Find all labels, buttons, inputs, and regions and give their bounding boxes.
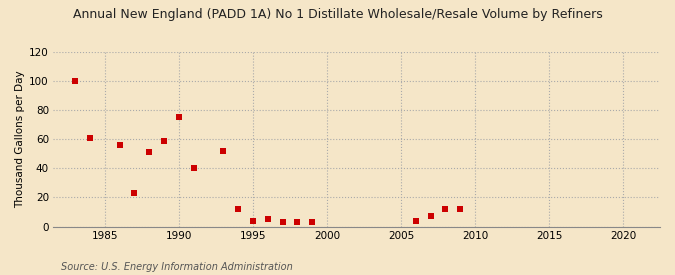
Y-axis label: Thousand Gallons per Day: Thousand Gallons per Day — [15, 70, 25, 208]
Text: Source: U.S. Energy Information Administration: Source: U.S. Energy Information Administ… — [61, 262, 292, 272]
Text: Annual New England (PADD 1A) No 1 Distillate Wholesale/Resale Volume by Refiners: Annual New England (PADD 1A) No 1 Distil… — [73, 8, 602, 21]
